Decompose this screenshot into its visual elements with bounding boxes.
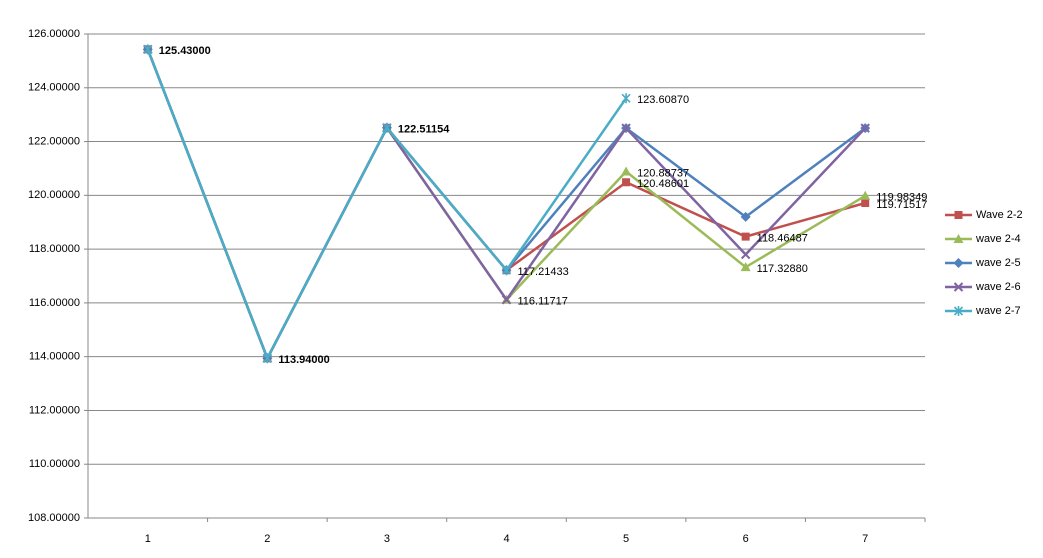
x-tick-label: 7: [862, 533, 868, 545]
marker: [953, 234, 964, 243]
data-label: 117.21433: [518, 266, 569, 278]
x-tick-label: 2: [264, 533, 270, 545]
x-tick-label: 5: [623, 533, 629, 545]
data-label: 120.48601: [637, 178, 689, 190]
marker: [621, 93, 631, 104]
legend-label: wave 2-6: [975, 281, 1021, 293]
series-line: [146, 48, 866, 362]
series: [143, 44, 870, 363]
y-tick-label: 118.00000: [29, 243, 80, 255]
x-tick-label: 1: [145, 533, 151, 545]
marker: [501, 295, 512, 305]
data-label: 119.71517: [876, 199, 927, 211]
marker: [861, 198, 870, 207]
data-label: 113.94000: [278, 354, 329, 366]
data-label: 123.60870: [637, 94, 689, 106]
data-label: 120.88737: [637, 167, 689, 179]
legend-label: Wave 2-2: [976, 209, 1023, 221]
series-line: [146, 48, 628, 362]
marker: [740, 249, 751, 260]
series: [143, 45, 870, 363]
marker: [741, 232, 750, 241]
marker: [953, 258, 964, 268]
data-label: 118.46487: [757, 233, 808, 245]
legend-label: wave 2-7: [975, 305, 1021, 317]
y-tick-label: 124.00000: [28, 82, 80, 94]
marker: [740, 211, 751, 222]
series-line: [146, 48, 866, 362]
y-tick-label: 110.00000: [29, 458, 80, 470]
legend-label: wave 2-4: [975, 233, 1021, 245]
marker: [262, 353, 272, 364]
y-tick-label: 116.00000: [29, 297, 80, 309]
x-tick-label: 4: [503, 533, 509, 545]
data-label: 116.11717: [518, 296, 568, 308]
marker: [953, 306, 964, 316]
y-tick-label: 114.00000: [29, 351, 80, 363]
x-tick-label: 3: [384, 533, 390, 545]
series-line: [146, 48, 866, 362]
marker: [860, 190, 871, 200]
legend-label: wave 2-5: [975, 257, 1021, 269]
marker: [740, 262, 751, 272]
marker: [621, 166, 632, 176]
series-line: [146, 48, 867, 362]
y-tick-label: 112.00000: [29, 404, 80, 416]
marker: [860, 123, 870, 133]
y-tick-label: 122.00000: [28, 135, 80, 147]
y-tick-label: 126.00000: [28, 28, 80, 40]
marker: [621, 123, 631, 133]
series: [142, 44, 871, 363]
y-tick-label: 108.00000: [28, 512, 80, 524]
data-label: 125.43000: [159, 45, 211, 57]
marker: [382, 122, 392, 133]
marker: [954, 211, 963, 219]
marker: [622, 178, 631, 187]
data-label: 117.32880: [757, 263, 808, 275]
marker: [143, 44, 153, 55]
data-label: 122.51154: [398, 124, 450, 136]
data-label: 119.98349: [876, 192, 927, 204]
x-tick-label: 6: [743, 533, 749, 545]
series: [143, 44, 631, 364]
marker: [953, 282, 964, 292]
y-tick-label: 120.00000: [28, 189, 80, 201]
marker: [501, 265, 512, 276]
